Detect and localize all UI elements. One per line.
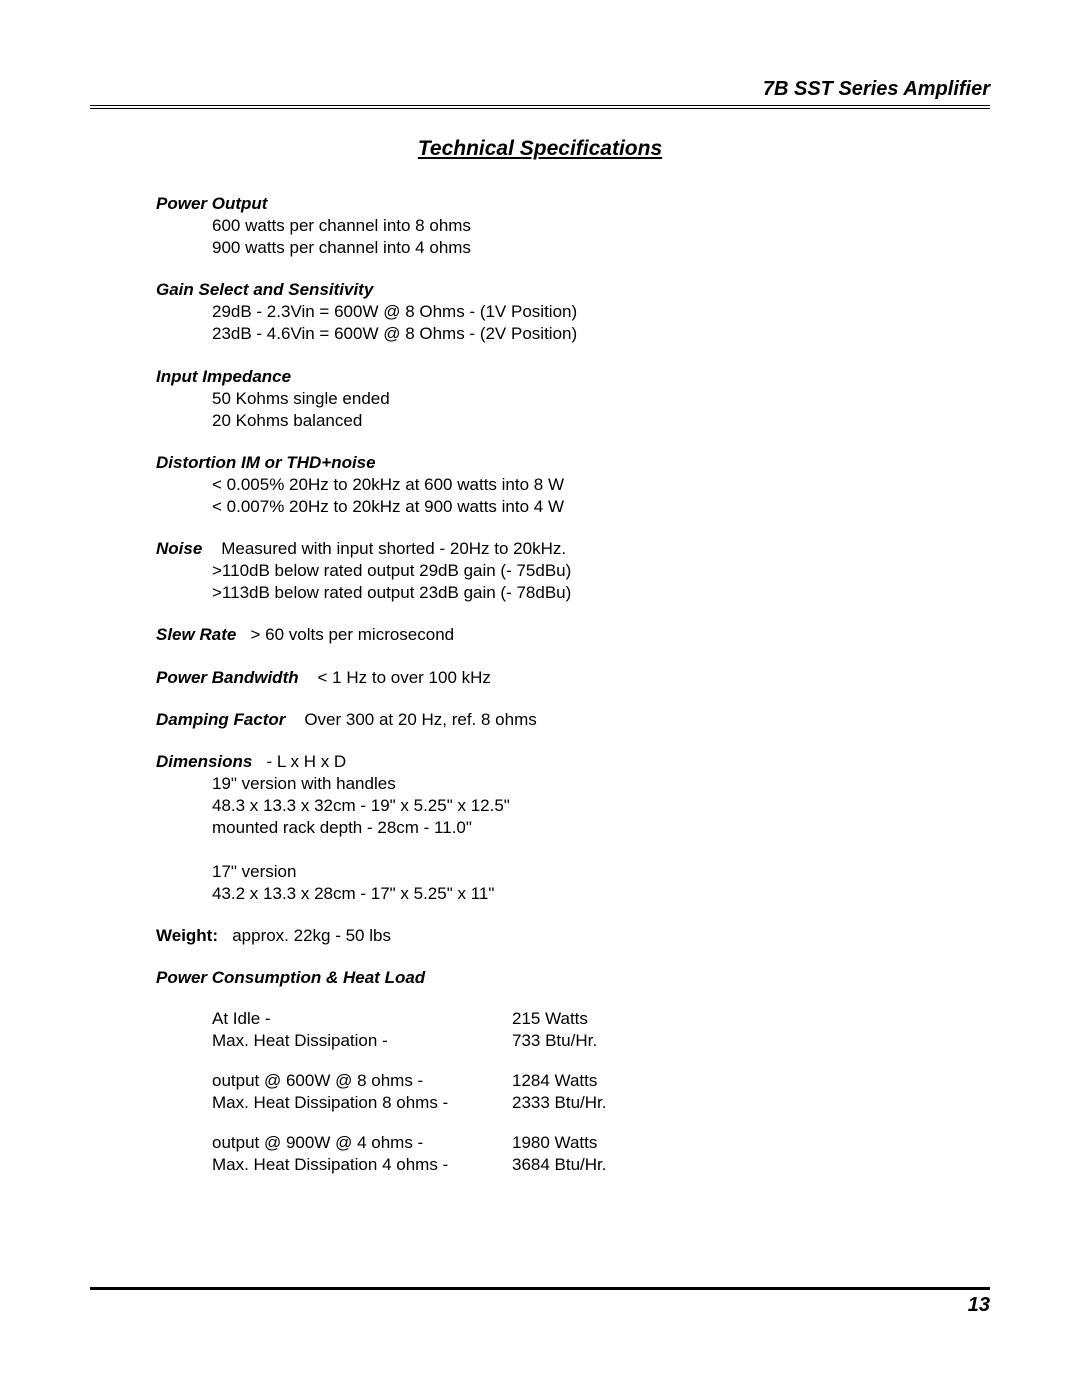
- spec-value: approx. 22kg - 50 lbs: [232, 926, 391, 945]
- spec-line: 48.3 x 13.3 x 32cm - 19" x 5.25" x 12.5": [212, 795, 950, 817]
- spec-power-consumption: Power Consumption & Heat Load At Idle - …: [156, 967, 950, 1176]
- power-value: 733 Btu/Hr.: [512, 1030, 597, 1052]
- spec-line: 23dB - 4.6Vin = 600W @ 8 Ohms - (2V Posi…: [212, 323, 950, 345]
- header-rule: 7B SST Series Amplifier: [90, 78, 990, 109]
- spec-value: [290, 710, 304, 729]
- spec-damping-factor: Damping Factor Over 300 at 20 Hz, ref. 8…: [156, 709, 950, 731]
- spec-suffix: [257, 752, 266, 771]
- spec-heading: Gain Select and Sensitivity: [156, 279, 950, 301]
- spec-line: 900 watts per channel into 4 ohms: [212, 237, 950, 259]
- spec-lines: 29dB - 2.3Vin = 600W @ 8 Ohms - (1V Posi…: [212, 301, 950, 345]
- spec-value: [207, 539, 221, 558]
- spec-input-impedance: Input Impedance 50 Kohms single ended 20…: [156, 366, 950, 432]
- spec-heading: Power Consumption & Heat Load: [156, 967, 950, 989]
- power-label: output @ 900W @ 4 ohms -: [212, 1132, 512, 1154]
- spec-power-bandwidth: Power Bandwidth < 1 Hz to over 100 kHz: [156, 667, 950, 689]
- spec-line: [212, 839, 950, 861]
- power-row: output @ 600W @ 8 ohms - 1284 Watts: [212, 1070, 950, 1092]
- power-value: 1284 Watts: [512, 1070, 597, 1092]
- spec-heading: Distortion IM or THD+noise: [156, 452, 950, 474]
- spec-value: [303, 668, 317, 687]
- page-number: 13: [90, 1294, 990, 1317]
- power-label: Max. Heat Dissipation 8 ohms -: [212, 1092, 512, 1114]
- power-row: Max. Heat Dissipation 4 ohms - 3684 Btu/…: [212, 1154, 950, 1176]
- spec-value: [241, 625, 250, 644]
- spec-value: < 1 Hz to over 100 kHz: [318, 668, 491, 687]
- spec-label: Dimensions: [156, 752, 252, 771]
- power-group: At Idle - 215 Watts Max. Heat Dissipatio…: [212, 1008, 950, 1052]
- spec-line: < 0.005% 20Hz to 20kHz at 600 watts into…: [212, 474, 950, 496]
- spec-gain: Gain Select and Sensitivity 29dB - 2.3Vi…: [156, 279, 950, 345]
- spec-line: 29dB - 2.3Vin = 600W @ 8 Ohms - (1V Posi…: [212, 301, 950, 323]
- power-value: 2333 Btu/Hr.: [512, 1092, 607, 1114]
- spec-weight: Weight: approx. 22kg - 50 lbs: [156, 925, 950, 947]
- spec-label: Noise: [156, 539, 202, 558]
- power-value: 1980 Watts: [512, 1132, 597, 1154]
- spec-lines: 600 watts per channel into 8 ohms 900 wa…: [212, 215, 950, 259]
- spec-line: < 0.007% 20Hz to 20kHz at 900 watts into…: [212, 496, 950, 518]
- power-table: At Idle - 215 Watts Max. Heat Dissipatio…: [212, 1008, 950, 1177]
- page: 7B SST Series Amplifier Technical Specif…: [0, 0, 1080, 1397]
- spec-suffix: - L x H x D: [267, 752, 347, 771]
- power-value: 3684 Btu/Hr.: [512, 1154, 607, 1176]
- power-label: Max. Heat Dissipation 4 ohms -: [212, 1154, 512, 1176]
- footer-rule: [90, 1287, 990, 1290]
- power-value: 215 Watts: [512, 1008, 588, 1030]
- spec-value: Over 300 at 20 Hz, ref. 8 ohms: [304, 710, 536, 729]
- spec-lines: < 0.005% 20Hz to 20kHz at 600 watts into…: [212, 474, 950, 518]
- section-title: Technical Specifications: [90, 137, 990, 161]
- spec-line: 20 Kohms balanced: [212, 410, 950, 432]
- power-label: output @ 600W @ 8 ohms -: [212, 1070, 512, 1092]
- power-row: Max. Heat Dissipation 8 ohms - 2333 Btu/…: [212, 1092, 950, 1114]
- content-area: Power Output 600 watts per channel into …: [156, 193, 950, 1176]
- spec-line: 50 Kohms single ended: [212, 388, 950, 410]
- power-label: At Idle -: [212, 1008, 512, 1030]
- spec-value: > 60 volts per microsecond: [251, 625, 455, 644]
- spec-lines: >110dB below rated output 29dB gain (- 7…: [212, 560, 950, 604]
- spec-line: Measured with input shorted - 20Hz to 20…: [221, 539, 566, 558]
- spec-dimensions: Dimensions - L x H x D 19" version with …: [156, 751, 950, 906]
- spec-line: 17" version: [212, 861, 950, 883]
- power-row: output @ 900W @ 4 ohms - 1980 Watts: [212, 1132, 950, 1154]
- power-label: Max. Heat Dissipation -: [212, 1030, 512, 1052]
- power-group: output @ 600W @ 8 ohms - 1284 Watts Max.…: [212, 1070, 950, 1114]
- spec-line: 19" version with handles: [212, 773, 950, 795]
- product-title: 7B SST Series Amplifier: [90, 78, 990, 101]
- power-group: output @ 900W @ 4 ohms - 1980 Watts Max.…: [212, 1132, 950, 1176]
- footer: 13: [90, 1287, 990, 1317]
- spec-label: Power Bandwidth: [156, 668, 299, 687]
- spec-line: 600 watts per channel into 8 ohms: [212, 215, 950, 237]
- spec-line: mounted rack depth - 28cm - 11.0": [212, 817, 950, 839]
- power-row: Max. Heat Dissipation - 733 Btu/Hr.: [212, 1030, 950, 1052]
- spec-label: Slew Rate: [156, 625, 236, 644]
- spec-line: >110dB below rated output 29dB gain (- 7…: [212, 560, 950, 582]
- spec-line: >113dB below rated output 23dB gain (- 7…: [212, 582, 950, 604]
- spec-value: [223, 926, 232, 945]
- spec-lines: 50 Kohms single ended 20 Kohms balanced: [212, 388, 950, 432]
- spec-label: Damping Factor: [156, 710, 285, 729]
- spec-line: 43.2 x 13.3 x 28cm - 17" x 5.25" x 11": [212, 883, 950, 905]
- spec-heading: Power Output: [156, 193, 950, 215]
- spec-heading: Input Impedance: [156, 366, 950, 388]
- spec-power-output: Power Output 600 watts per channel into …: [156, 193, 950, 259]
- spec-lines: 19" version with handles 48.3 x 13.3 x 3…: [212, 773, 950, 906]
- spec-label: Weight:: [156, 926, 218, 945]
- spec-slew-rate: Slew Rate > 60 volts per microsecond: [156, 624, 950, 646]
- spec-noise: Noise Measured with input shorted - 20Hz…: [156, 538, 950, 604]
- power-row: At Idle - 215 Watts: [212, 1008, 950, 1030]
- spec-distortion: Distortion IM or THD+noise < 0.005% 20Hz…: [156, 452, 950, 518]
